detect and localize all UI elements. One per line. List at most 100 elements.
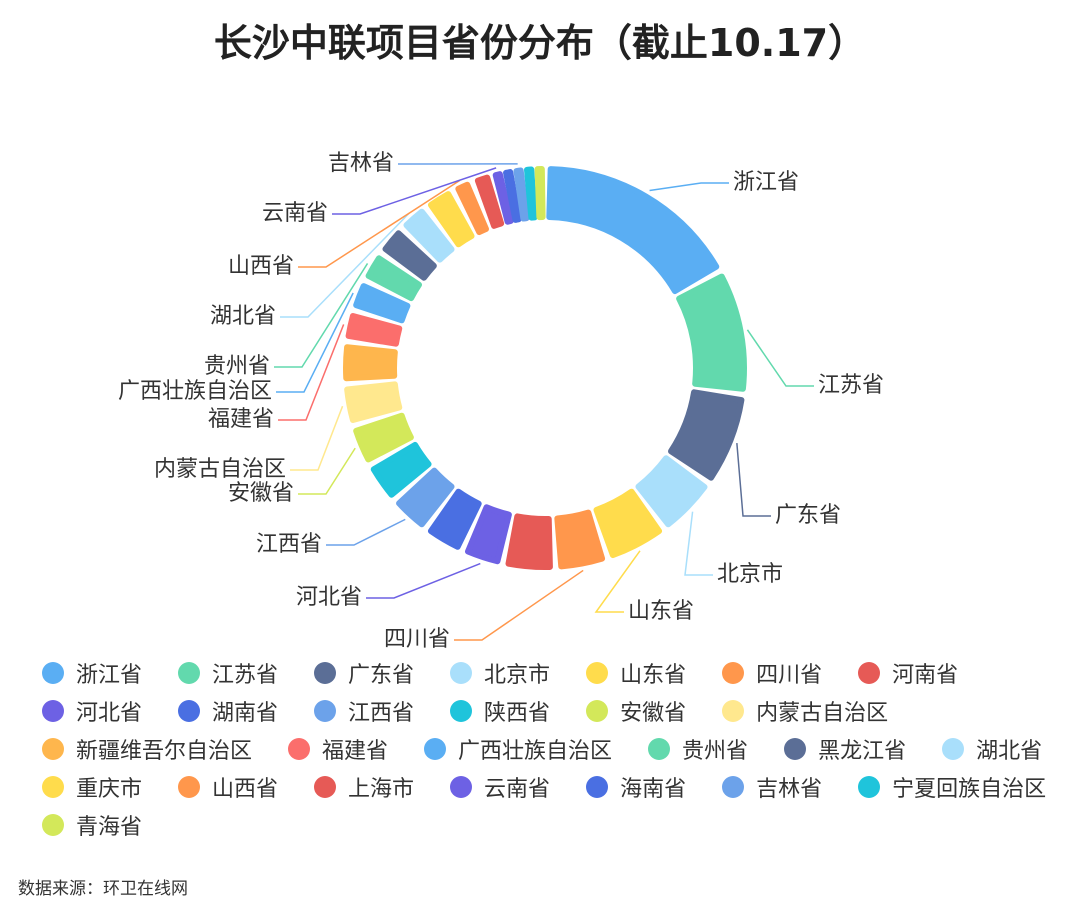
slice-label: 江西省 (256, 532, 322, 557)
donut-segment (474, 174, 505, 229)
legend-swatch (858, 776, 881, 798)
leader-line (594, 550, 641, 613)
legend-label: 宁夏回族自治区 (892, 777, 1047, 802)
donut-segment (396, 467, 455, 528)
legend-swatch (722, 700, 745, 722)
legend-swatch (42, 738, 64, 760)
legend-swatch (722, 662, 745, 684)
legend-item[interactable]: 湖南省 (178, 698, 278, 726)
slice-label: 广东省 (775, 503, 841, 528)
legend-item[interactable]: 广东省 (314, 660, 414, 688)
donut-segment (593, 488, 663, 559)
donut-segment (492, 171, 514, 225)
legend-item[interactable]: 上海市 (314, 774, 415, 802)
legend-label: 安徽省 (620, 701, 687, 726)
legend-item[interactable]: 山西省 (178, 774, 278, 802)
legend-item[interactable]: 陕西省 (450, 698, 550, 726)
legend-item[interactable]: 黑龙江省 (784, 736, 907, 764)
legend-swatch (450, 662, 473, 684)
donut-segment (343, 344, 398, 382)
leader-line (298, 447, 356, 495)
leader-line (684, 511, 713, 576)
legend-item[interactable]: 安徽省 (586, 698, 687, 726)
slice-label: 四川省 (384, 627, 450, 652)
slice-label: 福建省 (208, 407, 274, 432)
legend-item[interactable]: 贵州省 (648, 736, 749, 764)
legend-item[interactable]: 宁夏回族自治区 (858, 774, 1047, 802)
legend-swatch (450, 700, 473, 722)
donut-segment (365, 255, 423, 302)
legend-item[interactable]: 云南省 (450, 774, 551, 802)
donut-segment (344, 381, 403, 423)
legend-item[interactable]: 福建省 (288, 736, 389, 764)
donut-segment (427, 191, 475, 248)
legend-label: 北京市 (484, 663, 551, 688)
legend-label: 重庆市 (76, 777, 143, 802)
donut-segment (427, 488, 482, 550)
legend-item[interactable]: 吉林省 (722, 774, 822, 802)
legend-swatch (42, 662, 64, 684)
legend-item[interactable]: 海南省 (586, 774, 687, 802)
legend-item[interactable]: 广西壮族自治区 (424, 736, 612, 764)
source-note: 数据来源：环卫在线网 (18, 879, 188, 899)
legend-item[interactable]: 内蒙古自治区 (722, 698, 889, 726)
legend-item[interactable]: 江西省 (314, 698, 414, 726)
donut-segment (513, 167, 530, 222)
legend-item[interactable]: 湖北省 (942, 736, 1042, 764)
donut-segment (524, 166, 538, 221)
legend-item[interactable]: 重庆市 (42, 774, 143, 802)
legend-label: 河南省 (892, 663, 959, 688)
leader-line (332, 167, 497, 215)
slice-label: 浙江省 (733, 170, 799, 195)
legend-swatch (942, 738, 965, 760)
legend-item[interactable]: 山东省 (586, 660, 687, 688)
donut-segment (382, 230, 437, 281)
legend-label: 上海市 (348, 777, 415, 802)
legend-item[interactable]: 四川省 (722, 660, 823, 688)
legend-label: 福建省 (322, 739, 389, 764)
legend-item[interactable]: 北京市 (450, 660, 551, 688)
leader-line (276, 292, 354, 393)
legend-swatch (586, 700, 609, 722)
leader-line (278, 324, 345, 421)
leader-line (649, 182, 729, 192)
legend-item[interactable]: 新疆维吾尔自治区 (42, 736, 252, 764)
legend-swatch (314, 700, 337, 722)
legend-label: 内蒙古自治区 (756, 701, 889, 726)
legend-label: 贵州省 (682, 739, 749, 764)
legend-swatch (424, 738, 447, 760)
legend-label: 山东省 (620, 663, 687, 688)
legend-swatch (586, 662, 609, 684)
legend-item[interactable]: 河北省 (42, 698, 142, 726)
legend-swatch (314, 776, 337, 798)
legend-item[interactable]: 河南省 (858, 660, 959, 688)
legend-label: 黑龙江省 (818, 739, 907, 764)
slice-label: 吉林省 (328, 151, 394, 176)
legend-label: 四川省 (756, 663, 823, 688)
leader-line (274, 263, 369, 368)
leader-line (736, 442, 771, 517)
legend: 浙江省 江苏省 广东省 北京市 山东省 四川省 河南省河北省 湖南省 江西省 陕西省 安徽省 内蒙古自… (42, 660, 1072, 840)
legend-item[interactable]: 江苏省 (178, 660, 278, 688)
leader-line (746, 329, 814, 387)
legend-swatch (42, 814, 64, 836)
slice-label: 北京市 (717, 562, 783, 587)
legend-item[interactable]: 浙江省 (42, 660, 143, 688)
legend-label: 浙江省 (76, 663, 143, 688)
legend-item[interactable]: 青海省 (42, 812, 142, 840)
slice-label: 湖北省 (210, 304, 276, 329)
legend-swatch (450, 776, 473, 798)
legend-swatch (178, 776, 201, 798)
legend-swatch (178, 662, 201, 684)
donut-segment (505, 513, 553, 570)
slice-label: 内蒙古自治区 (154, 457, 286, 482)
legend-label: 云南省 (484, 777, 551, 802)
slice-label: 山东省 (628, 599, 694, 624)
leader-line (326, 518, 406, 546)
legend-label: 海南省 (620, 777, 687, 802)
slice-label: 山西省 (228, 254, 294, 279)
legend-swatch (42, 700, 64, 722)
donut-segment (546, 166, 720, 295)
